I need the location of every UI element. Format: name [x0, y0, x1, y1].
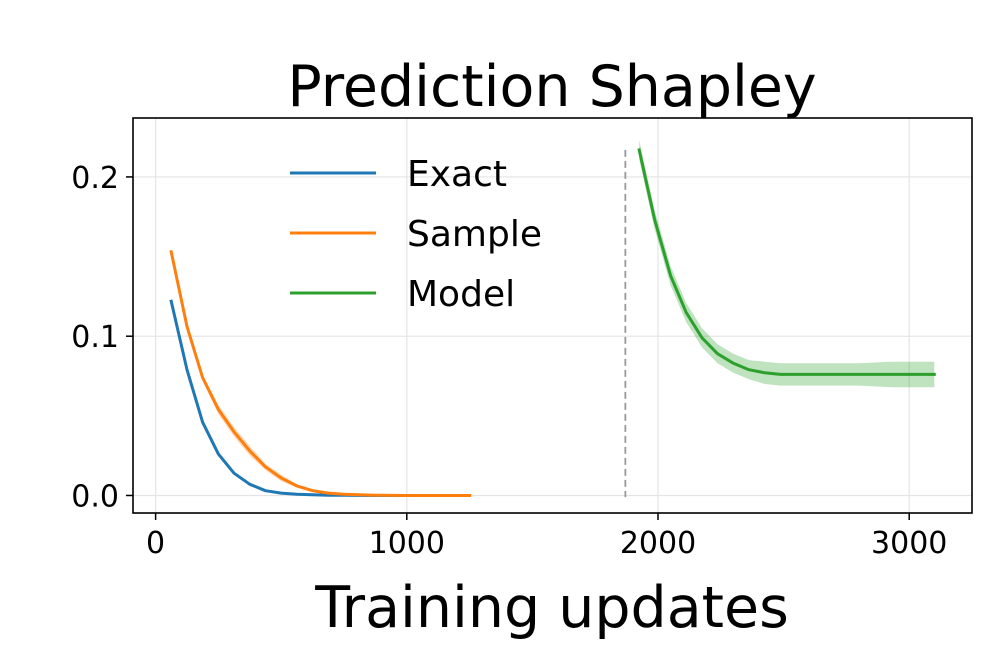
series-lines [169, 148, 936, 497]
x-tick-label: 2000 [620, 526, 696, 561]
plot-frame [132, 117, 973, 514]
legend: Exact Sample Model [290, 154, 542, 315]
confidence-bands [171, 140, 935, 496]
model-band [639, 140, 935, 388]
legend-label-exact: Exact [407, 154, 507, 195]
model-line [637, 148, 936, 376]
x-axis-label: Training updates [314, 575, 789, 641]
y-tick-label: 0.1 [71, 320, 119, 355]
grid [133, 118, 972, 513]
x-tick-label: 3000 [871, 526, 947, 561]
y-tick-label: 0.0 [71, 479, 119, 514]
legend-label-sample: Sample [407, 214, 542, 255]
sample-line [169, 250, 472, 497]
y-tick-label: 0.2 [71, 161, 119, 196]
chart-title: Prediction Shapley [287, 54, 816, 120]
x-axis: 0 1000 2000 3000 [146, 513, 947, 561]
x-tick-label: 0 [146, 526, 165, 561]
y-axis: 0.0 0.1 0.2 [71, 161, 133, 514]
legend-label-model: Model [407, 274, 515, 315]
x-tick-label: 1000 [369, 526, 445, 561]
